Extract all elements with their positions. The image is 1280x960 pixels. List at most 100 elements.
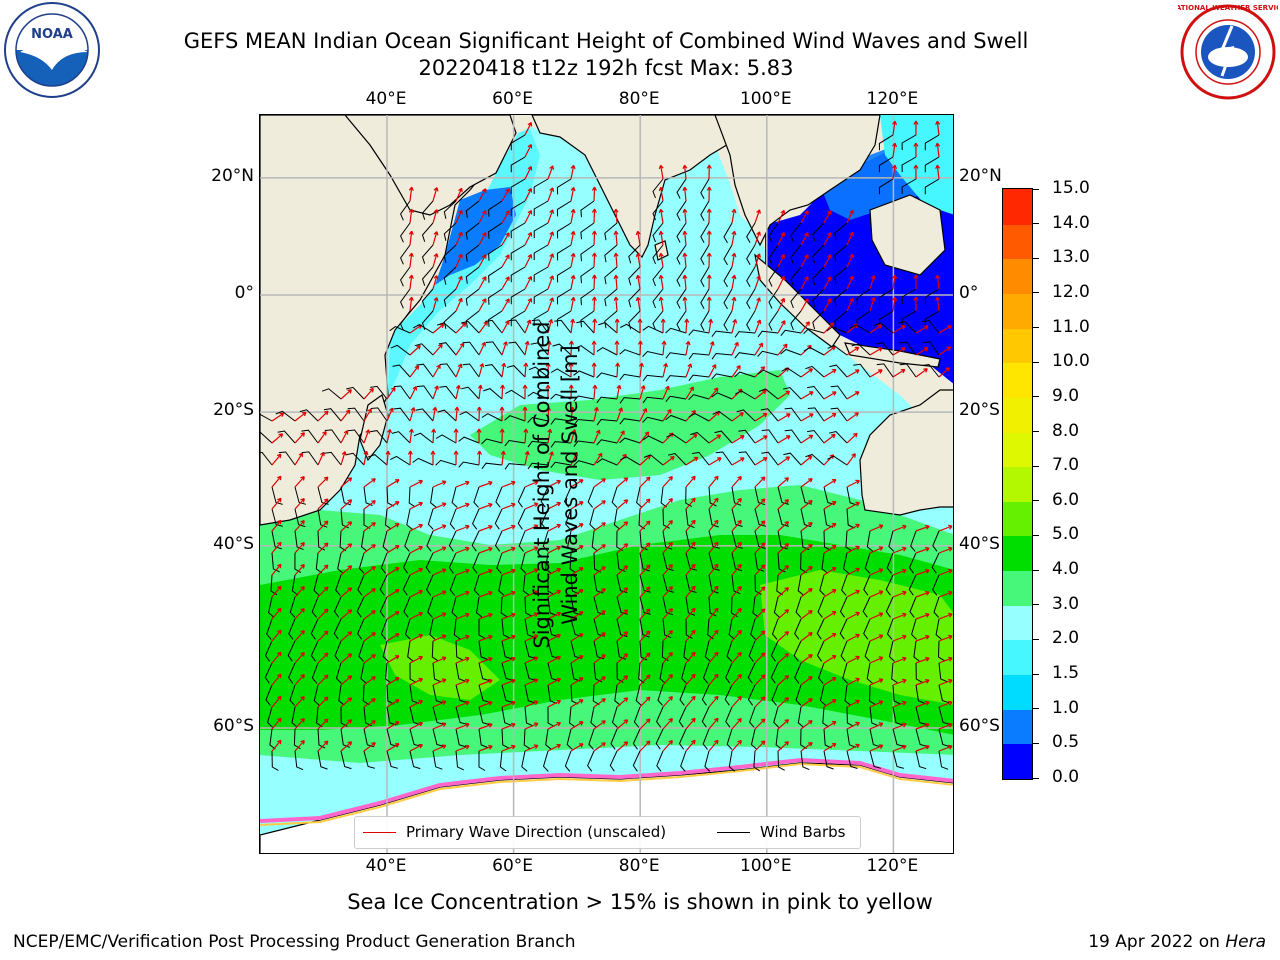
wind-barb (937, 640, 945, 662)
wind-barb (443, 244, 457, 263)
wave-direction-arrow (800, 232, 809, 246)
credit-text: NCEP/EMC/Verification Post Processing Pr… (13, 932, 576, 952)
wave-direction-arrow (616, 384, 622, 400)
wave-direction-arrow (570, 721, 584, 730)
colorbar-segment (1003, 362, 1032, 398)
wind-barb (524, 596, 533, 617)
wind-barb (863, 618, 871, 640)
wave-direction-arrow (613, 274, 619, 290)
wind-barb (780, 329, 802, 337)
wave-direction-arrow (570, 743, 584, 752)
wave-direction-arrow (271, 412, 285, 422)
wind-barb (481, 438, 503, 445)
wave-direction-arrow (731, 252, 737, 268)
wave-direction-arrow (682, 274, 688, 290)
wave-direction-arrow (777, 675, 790, 686)
wind-barb (819, 684, 826, 706)
wind-barb (501, 706, 512, 726)
wind-barb (901, 288, 917, 305)
wave-direction-arrow (501, 320, 510, 334)
wave-direction-arrow (455, 480, 470, 488)
wind-barb (488, 266, 503, 283)
wind-barb (478, 728, 488, 748)
wave-direction-arrow (706, 296, 712, 312)
wind-barb (301, 429, 319, 444)
wave-direction-arrow (616, 609, 629, 620)
wave-direction-arrow (340, 499, 353, 510)
wave-direction-arrow (846, 479, 860, 488)
colorbar-segment (1003, 535, 1032, 572)
wave-direction-arrow (524, 656, 539, 664)
wave-direction-arrow (661, 340, 667, 356)
wave-direction-arrow (409, 743, 423, 752)
wind-barb (556, 222, 572, 239)
wave-direction-arrow (455, 231, 463, 246)
wind-barb (746, 244, 756, 266)
wave-direction-arrow (800, 210, 809, 224)
wind-barb (540, 486, 549, 508)
wind-barb (414, 343, 434, 356)
wave-direction-arrow (294, 696, 305, 708)
wave-direction-arrow (593, 452, 603, 466)
wind-barb (604, 244, 618, 263)
wind-barb (738, 429, 756, 444)
wind-barb (725, 662, 733, 684)
wind-barb (317, 530, 326, 551)
wind-barb (685, 508, 695, 529)
land-india (531, 115, 731, 259)
wind-barb (775, 728, 782, 750)
wind-barb (616, 552, 626, 573)
wave-direction-arrow (340, 389, 352, 400)
wind-barb (465, 244, 480, 262)
wind-barb (421, 222, 434, 242)
wave-direction-arrow (478, 480, 493, 488)
wind-barb (260, 431, 273, 444)
wind-barb (714, 430, 733, 444)
wave-direction-arrow (363, 698, 376, 708)
wind-barb (448, 530, 457, 552)
wave-direction-arrow (386, 428, 392, 444)
wind-barb (501, 662, 513, 681)
wind-barb (642, 325, 664, 334)
wave-direction-arrow (662, 608, 673, 620)
wave-direction-arrow (892, 744, 907, 752)
wave-direction-arrow (478, 298, 487, 312)
wind-barb (288, 618, 296, 640)
wind-barb (346, 452, 365, 466)
wind-barb (915, 662, 923, 683)
wind-barb (407, 640, 414, 662)
wind-barb (795, 684, 802, 706)
wave-direction-arrow (682, 296, 688, 312)
wave-direction-arrow (271, 433, 284, 444)
wave-direction-arrow (432, 612, 447, 620)
wind-barb (393, 385, 411, 400)
wind-barb (425, 552, 434, 574)
wave-direction-arrow (708, 387, 719, 400)
wind-barb (933, 596, 940, 618)
wave-direction-arrow (432, 297, 439, 312)
wave-direction-arrow (846, 453, 856, 466)
chart-title: GEFS MEAN Indian Ocean Significant Heigh… (183, 29, 1029, 53)
wind-barb (416, 363, 434, 378)
wave-direction-arrow (685, 497, 696, 510)
wave-direction-arrow (938, 634, 953, 642)
wave-direction-arrow (593, 742, 606, 752)
wind-barb (642, 350, 664, 357)
wave-direction-arrow (524, 450, 530, 466)
wind-barb (636, 486, 643, 508)
colorbar-segment (1003, 189, 1032, 225)
wind-barb (267, 706, 273, 728)
wind-barb (676, 200, 687, 221)
wave-direction-arrow (639, 476, 651, 488)
wind-barb (531, 319, 549, 334)
wind-barb (724, 684, 733, 706)
wind-barb (340, 728, 350, 748)
wave-direction-arrow (823, 611, 837, 620)
wave-direction-arrow (639, 408, 648, 422)
wave-direction-arrow (731, 412, 744, 422)
wave-direction-arrow (777, 413, 791, 422)
wind-barb (550, 393, 572, 400)
wind-barb (604, 310, 618, 329)
wind-barb (389, 326, 411, 334)
wind-barb (731, 486, 742, 506)
